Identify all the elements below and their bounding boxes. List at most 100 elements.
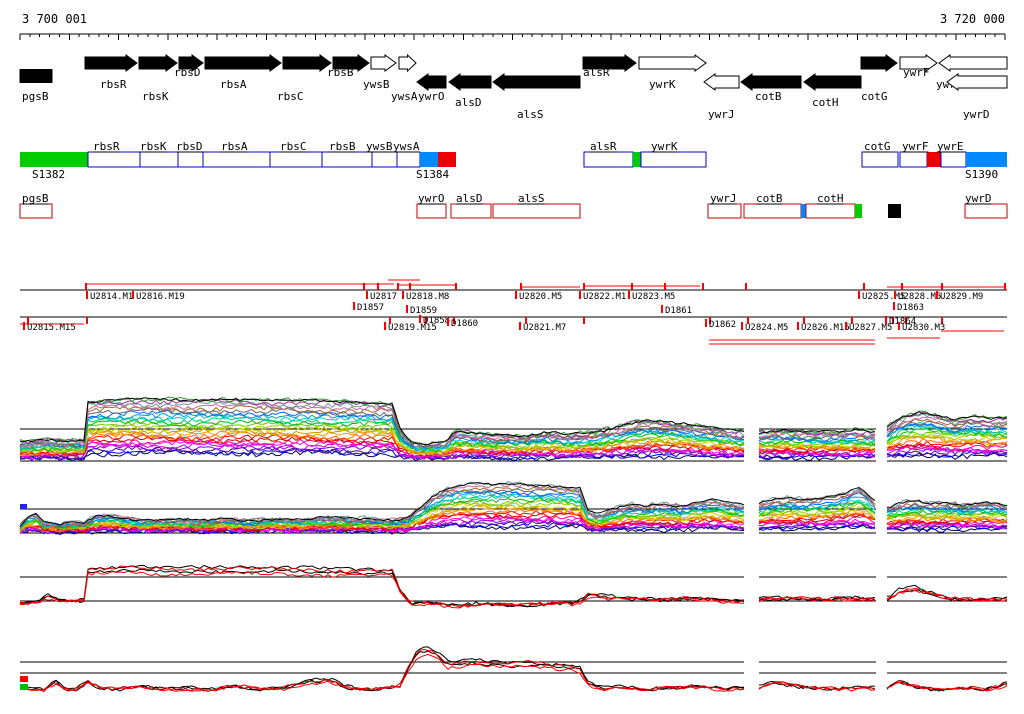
unit-box[interactable] [583, 151, 634, 168]
gene-label-ywrO[interactable]: ywrO [418, 90, 445, 103]
unit-label-ywrO[interactable]: ywrO [418, 192, 445, 205]
trace [886, 503, 1008, 513]
unit-box[interactable] [640, 151, 707, 168]
gene-arrow-rbsR[interactable] [84, 54, 138, 72]
gene-arrow-ywsA[interactable] [398, 53, 417, 73]
gene-label-ywrK[interactable]: ywrK [649, 78, 676, 91]
unit-box-S1390[interactable] [966, 152, 1007, 167]
unit-label-ywsB[interactable]: ywsB [366, 140, 393, 153]
gene-arrow-ywrD[interactable] [946, 73, 1008, 91]
gene-arrow-rbsD[interactable] [178, 54, 204, 72]
gene-arrow-rbsB[interactable] [332, 54, 370, 72]
gene-label-ywrJ[interactable]: ywrJ [708, 108, 735, 121]
gene-label-ywsB[interactable]: ywsB [363, 78, 390, 91]
trace [886, 589, 1008, 602]
gene-arrow-alsS[interactable] [492, 73, 581, 91]
unit-box-S1384[interactable] [438, 152, 456, 167]
unit-box-segment[interactable] [888, 204, 901, 218]
trace [886, 411, 1008, 428]
gene-label-rbsC[interactable]: rbsC [277, 90, 304, 103]
unit-box[interactable] [87, 151, 421, 168]
gene-label-rbsA[interactable]: rbsA [220, 78, 247, 91]
gene-label-rbsD[interactable]: rbsD [174, 66, 201, 79]
unit-label-cotG[interactable]: cotG [864, 140, 891, 153]
unit-box[interactable] [964, 203, 1008, 219]
gene-arrow-cotH[interactable] [803, 73, 862, 91]
trace [886, 502, 1008, 511]
gene-label-ywsA[interactable]: ywsA [391, 90, 418, 103]
gene-label-alsD[interactable]: alsD [455, 96, 482, 109]
unit-label-pgsB[interactable]: pgsB [22, 192, 49, 205]
unit-label-ywrF[interactable]: ywrF [902, 140, 929, 153]
gene-label-rbsB[interactable]: rbsB [327, 66, 354, 79]
panel-edge-mark [20, 684, 28, 690]
gene-arrow-ywsB[interactable] [370, 54, 397, 72]
unit-box[interactable] [940, 151, 967, 168]
probe-label-U2823.M5: U2823.M5 [632, 292, 675, 302]
unit-label-alsD[interactable]: alsD [456, 192, 483, 205]
gene-label-cotB[interactable]: cotB [755, 90, 782, 103]
unit-box[interactable] [492, 203, 581, 219]
probe-tick [520, 283, 522, 290]
unit-box[interactable] [743, 203, 802, 219]
unit-label-ywrD[interactable]: ywrD [965, 192, 992, 205]
unit-box[interactable] [707, 203, 742, 219]
gene-arrow-rbsC[interactable] [282, 54, 332, 72]
probe-tick [901, 283, 903, 290]
gene-arrow-ywrE[interactable] [938, 54, 1008, 72]
gene-label-rbsK[interactable]: rbsK [142, 90, 169, 103]
unit-label-ywsA[interactable]: ywsA [393, 140, 420, 153]
gene-arrow-cotG[interactable] [860, 54, 898, 72]
unit-box[interactable] [861, 151, 899, 168]
unit-box-segment[interactable] [927, 152, 941, 167]
probe-flag [936, 291, 938, 299]
unit-label-rbsB[interactable]: rbsB [329, 140, 356, 153]
unit-box-segment[interactable] [633, 152, 641, 167]
unit-box-segment[interactable] [855, 204, 862, 218]
gene-label-ywrD[interactable]: ywrD [963, 108, 990, 121]
gene-arrow-alsD[interactable] [448, 73, 492, 91]
gene-arrow-alsR[interactable] [582, 54, 637, 72]
gene-arrow-pgsB[interactable] [19, 69, 53, 83]
gene-label-alsS[interactable]: alsS [517, 108, 544, 121]
unit-label-ywrJ[interactable]: ywrJ [710, 192, 737, 205]
gene-arrow-cotB[interactable] [740, 73, 802, 91]
probe-label-D1862: D1862 [709, 320, 736, 330]
unit-box-segment[interactable] [420, 152, 438, 167]
unit-box[interactable] [805, 203, 856, 219]
gene-arrow-ywrK[interactable] [638, 54, 707, 72]
unit-box[interactable] [416, 203, 447, 219]
gene-arrow-ywrJ[interactable] [703, 73, 740, 91]
unit-box[interactable] [19, 203, 53, 219]
unit-box-S1382[interactable] [20, 152, 88, 167]
unit-label-rbsC[interactable]: rbsC [280, 140, 307, 153]
unit-label-rbsA[interactable]: rbsA [221, 140, 248, 153]
gene-label-cotH[interactable]: cotH [812, 96, 839, 109]
trace [19, 442, 745, 461]
gene-arrow-rbsK[interactable] [138, 54, 178, 72]
unit-label-cotB[interactable]: cotB [756, 192, 783, 205]
gene-arrow-ywrF[interactable] [899, 54, 938, 72]
unit-label-ywrE[interactable]: ywrE [937, 140, 964, 153]
gene-arrow-ywrO[interactable] [416, 73, 447, 91]
gene-label-alsR[interactable]: alsR [583, 66, 610, 79]
gene-label-cotG[interactable]: cotG [861, 90, 888, 103]
unit-label-ywrK[interactable]: ywrK [651, 140, 678, 153]
gene-label-ywrF[interactable]: ywrF [903, 66, 930, 79]
gene-arrow-rbsA[interactable] [204, 54, 282, 72]
unit-label-alsR[interactable]: alsR [590, 140, 617, 153]
unit-label-alsS[interactable]: alsS [518, 192, 545, 205]
unit-box[interactable] [450, 203, 492, 219]
gene-label-pgsB[interactable]: pgsB [22, 90, 49, 103]
gene-label-rbsR[interactable]: rbsR [100, 78, 127, 91]
probe-flag [419, 315, 421, 323]
unit-label-cotH[interactable]: cotH [817, 192, 844, 205]
probe-label-U2826.M15: U2826.M15 [801, 323, 850, 333]
unit-label-rbsK[interactable]: rbsK [140, 140, 167, 153]
trace [19, 397, 745, 446]
unit-box[interactable] [899, 151, 928, 168]
unit-box-segment[interactable] [801, 204, 806, 218]
unit-label-rbsR[interactable]: rbsR [93, 140, 120, 153]
unit-label-rbsD[interactable]: rbsD [176, 140, 203, 153]
